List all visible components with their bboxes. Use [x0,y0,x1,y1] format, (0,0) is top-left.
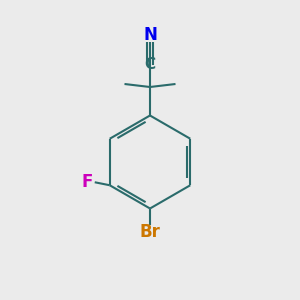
Text: F: F [82,173,93,191]
Text: C: C [144,57,156,72]
Text: N: N [143,26,157,44]
Text: Br: Br [140,223,160,241]
